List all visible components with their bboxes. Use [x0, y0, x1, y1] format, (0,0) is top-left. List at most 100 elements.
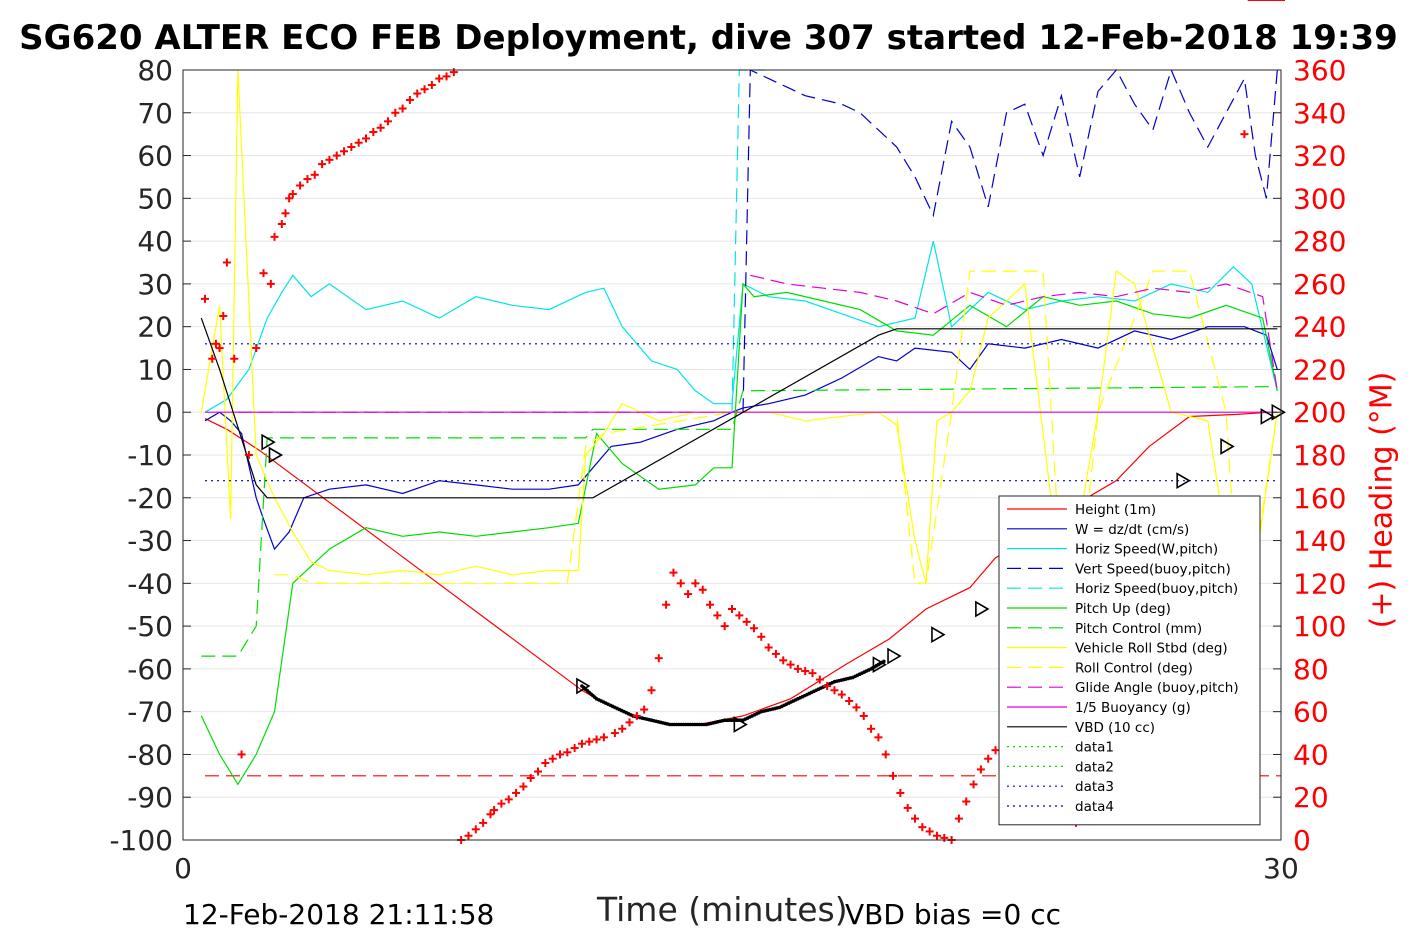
heading-point	[976, 765, 985, 774]
triangle-marker	[733, 716, 748, 733]
triangle-marker	[887, 647, 902, 665]
series-line	[742, 68, 1278, 413]
vbd-bias-label: VBD bias =0 cc	[845, 898, 1061, 931]
heading-point	[340, 147, 349, 156]
heading-point	[497, 799, 506, 808]
y-left-tick-label: 30	[137, 268, 173, 301]
triangle-marker	[1271, 403, 1286, 421]
heading-point	[354, 138, 363, 147]
y-right-tick-label: 160	[1293, 482, 1346, 515]
heading-point	[991, 746, 1000, 755]
heading-point	[398, 104, 407, 113]
heading-point	[490, 806, 499, 815]
y-right-tick-label: 140	[1293, 525, 1346, 558]
heading-point	[845, 696, 854, 705]
heading-point	[449, 68, 458, 77]
legend-entry: Height (1m)	[1075, 502, 1156, 518]
heading-point	[720, 622, 729, 631]
y-left-tick-label: 40	[137, 225, 173, 258]
legend-entry: data3	[1075, 779, 1114, 795]
heading-point	[259, 269, 268, 278]
y-left-tick-label: 20	[137, 311, 173, 344]
heading-point	[625, 718, 634, 727]
heading-point	[618, 724, 627, 733]
heading-point	[362, 134, 370, 143]
y-left-tick-label: -100	[109, 824, 173, 857]
footer-timestamp: 12-Feb-2018 21:11:58	[183, 898, 495, 931]
heading-point	[285, 194, 294, 203]
heading-point	[874, 733, 883, 742]
heading-point	[442, 72, 451, 81]
series-line	[204, 240, 1278, 413]
heading-point	[435, 74, 444, 83]
y-left-tick-label: -70	[127, 696, 173, 729]
heading-point	[669, 568, 678, 577]
heading-point	[534, 767, 543, 776]
heading-point	[662, 600, 671, 609]
y-left-tick-label: 0	[155, 396, 173, 429]
legend-entry: Glide Angle (buoy,pitch)	[1075, 680, 1239, 696]
heading-point	[742, 617, 751, 626]
heading-point	[932, 831, 941, 840]
heading-point	[1240, 130, 1249, 139]
heading-point	[347, 143, 356, 151]
heading-point	[684, 590, 693, 599]
series-line	[204, 326, 1278, 551]
heading-point	[464, 831, 473, 840]
heading-point	[369, 128, 378, 137]
heading-point	[471, 825, 480, 834]
heading-point	[219, 311, 228, 320]
heading-point	[815, 675, 824, 684]
heading-point	[749, 624, 758, 633]
y-left-tick-label: -20	[127, 482, 173, 515]
heading-point	[512, 788, 521, 797]
heading-point	[691, 579, 700, 588]
series-line	[200, 282, 1278, 786]
heading-point	[867, 724, 876, 733]
y-right-tick-label: 120	[1293, 567, 1346, 600]
y-right-tick-label: 260	[1293, 268, 1346, 301]
heading-point	[764, 643, 773, 652]
heading-point	[940, 833, 949, 842]
y-left-tick-label: -30	[127, 525, 173, 558]
heading-point	[654, 654, 663, 663]
heading-point	[911, 814, 919, 823]
y-left-tick-label: -60	[127, 653, 173, 686]
heading-point	[640, 705, 649, 714]
legend-entry: VBD (10 cc)	[1075, 720, 1155, 736]
heading-point	[896, 788, 905, 797]
y-right-tick-label: 340	[1293, 97, 1346, 130]
legend-entry: W = dz/dt (cm/s)	[1075, 522, 1189, 538]
heading-point	[266, 279, 275, 288]
y-axis-right-label: (+) Heading (°M)	[1364, 371, 1400, 629]
heading-point	[592, 735, 601, 744]
heading-point	[925, 827, 934, 836]
heading-point	[318, 160, 327, 169]
heading-point	[376, 123, 385, 132]
y-right-tick-label: 180	[1293, 439, 1346, 472]
legend-entry: Horiz Speed(W,pitch)	[1075, 542, 1218, 558]
chart-title: SG620 ALTER ECO FEB Deployment, dive 307…	[19, 18, 1398, 58]
heading-point	[808, 669, 817, 678]
triangle-marker	[576, 677, 591, 695]
heading-point	[918, 823, 927, 832]
heading-point	[288, 190, 297, 199]
triangle-marker	[1176, 472, 1191, 490]
series-line	[750, 274, 1278, 391]
heading-point	[541, 759, 550, 767]
heading-point	[570, 744, 579, 753]
legend: Height (1m) W = dz/dt (cm/s) Horiz Speed(W…	[998, 495, 1261, 826]
y-right-tick-label: 40	[1293, 738, 1329, 771]
heading-point	[519, 782, 528, 791]
heading-point	[332, 151, 341, 160]
legend-entry: Horiz Speed(buoy,pitch)	[1075, 581, 1238, 597]
heading-point	[208, 354, 217, 363]
legend-box	[998, 495, 1261, 826]
heading-point	[237, 750, 246, 759]
heading-point	[793, 664, 802, 673]
heading-point	[563, 748, 572, 757]
y-left-tick-label: 50	[137, 182, 173, 215]
heading-point	[676, 579, 685, 588]
heading-point	[889, 771, 898, 780]
